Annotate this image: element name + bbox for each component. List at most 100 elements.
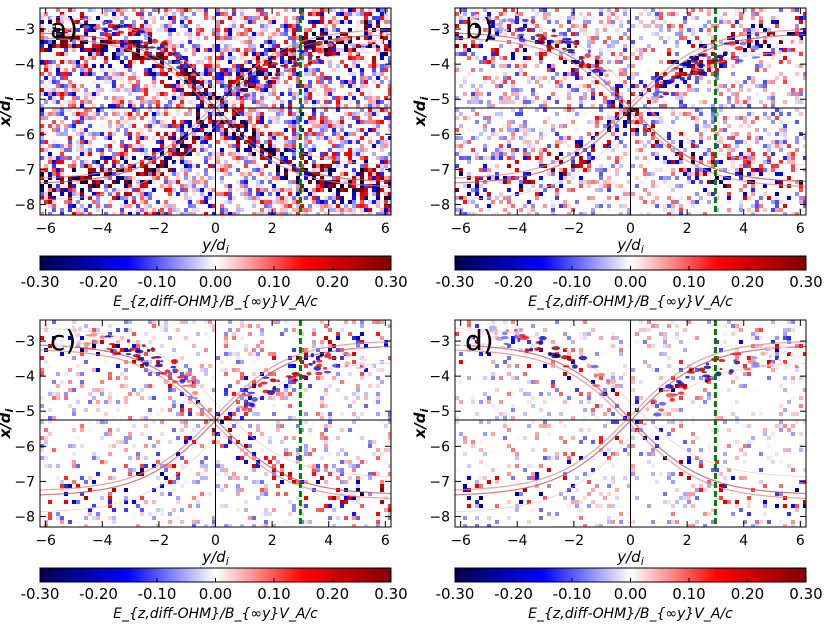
- field-patch: [567, 358, 576, 362]
- field-patch: [733, 359, 738, 362]
- field-map: [455, 8, 806, 215]
- y-tick-label: −4: [429, 369, 450, 385]
- field-patch: [645, 406, 650, 412]
- field-patch: [75, 342, 83, 346]
- field-patch: [179, 378, 186, 383]
- field-patch: [785, 363, 792, 368]
- colorbar-tick-label: 0.20: [731, 273, 764, 291]
- field-patch: [360, 46, 366, 49]
- field-patch: [793, 353, 798, 359]
- field-patch: [752, 361, 760, 366]
- field-patch: [780, 344, 787, 350]
- x-tick-label: −4: [507, 533, 528, 549]
- field-patch: [118, 24, 125, 29]
- colorbar-tick-label: 0.30: [789, 585, 822, 603]
- colorbar-tick-label: -0.30: [436, 585, 475, 603]
- y-tick-label: −8: [429, 197, 450, 213]
- y-tick-label: −8: [14, 197, 35, 213]
- x-tick-label: 0: [211, 533, 220, 549]
- field-patch: [307, 61, 312, 66]
- field-patch: [769, 34, 774, 38]
- field-patch: [729, 352, 739, 355]
- field-patch: [494, 335, 499, 339]
- field-patch: [547, 351, 553, 357]
- field-patch: [560, 355, 570, 360]
- field-patch: [512, 335, 519, 339]
- field-patch: [470, 19, 479, 24]
- field-patch: [285, 375, 292, 378]
- field-patch: [326, 42, 334, 48]
- x-tick-label: 6: [796, 221, 805, 237]
- field-patch: [792, 41, 799, 46]
- field-patch: [574, 45, 578, 49]
- field-patch: [90, 332, 98, 337]
- field-patch: [48, 27, 54, 33]
- field-patch: [136, 30, 146, 34]
- field-patch: [239, 90, 244, 94]
- field-patch: [129, 347, 139, 351]
- field-patch: [158, 372, 168, 375]
- field-patch: [661, 389, 671, 392]
- field-patch: [145, 47, 149, 51]
- field-patch: [260, 381, 268, 385]
- field-patch: [739, 41, 747, 46]
- field-patch: [551, 346, 561, 351]
- colorbar-label: E_{z,diff-OHM}/B_{∞y}V_A/c: [528, 294, 733, 310]
- x-tick-label: −2: [564, 533, 585, 549]
- y-tick-label: −4: [429, 57, 450, 73]
- field-patch: [243, 83, 248, 87]
- field-patch: [142, 362, 148, 365]
- field-patch: [151, 38, 159, 44]
- field-patch: [342, 37, 351, 41]
- field-patch: [312, 360, 316, 365]
- field-patch: [463, 16, 468, 20]
- colorbar-tick-label: 0.00: [614, 585, 647, 603]
- colorbar-tick-label: 0.00: [199, 273, 232, 291]
- field-patch: [529, 347, 534, 352]
- field-patch: [377, 360, 386, 363]
- colorbar-tick-label: -0.30: [21, 273, 60, 291]
- field-patch: [102, 20, 106, 26]
- field-patch: [781, 350, 789, 354]
- field-patch: [317, 355, 323, 358]
- colorbar-tick-label: -0.10: [553, 273, 592, 291]
- field-patch: [578, 355, 588, 361]
- field-patch: [134, 349, 144, 354]
- colorbar-tick-label: 0.10: [672, 273, 705, 291]
- field-patch: [87, 347, 96, 350]
- field-patch: [253, 383, 257, 387]
- field-patch: [317, 59, 323, 64]
- panel-label: c): [50, 324, 76, 357]
- colorbar-tick-label: 0.20: [316, 585, 349, 603]
- field-patch: [101, 27, 108, 32]
- y-tick-label: −8: [429, 509, 450, 525]
- x-tick-label: −4: [92, 533, 113, 549]
- field-patch: [691, 71, 700, 76]
- field-patch: [793, 360, 802, 366]
- panel-label: d): [465, 324, 494, 357]
- field-patch: [535, 33, 544, 38]
- field-patch: [736, 59, 744, 63]
- field-patch: [797, 364, 801, 367]
- field-patch: [518, 37, 526, 43]
- x-tick-label: 6: [381, 533, 390, 549]
- colorbar-tick-label: 0.20: [731, 585, 764, 603]
- field-patch: [517, 27, 526, 32]
- field-patch: [675, 383, 684, 388]
- colorbar-label: E_{z,diff-OHM}/B_{∞y}V_A/c: [113, 294, 318, 310]
- field-patch: [518, 333, 526, 338]
- field-patch: [600, 392, 609, 396]
- field-patch: [777, 49, 783, 55]
- field-patch: [177, 375, 186, 379]
- x-tick-label: 4: [324, 533, 333, 549]
- x-axis-label: y/di: [616, 236, 644, 256]
- field-patch: [258, 69, 266, 73]
- colorbar-tick-label: 0.10: [257, 585, 290, 603]
- y-axis-label: x/di: [411, 408, 431, 439]
- field-patch: [696, 63, 706, 68]
- panel-label: b): [465, 12, 494, 45]
- field-patch: [267, 390, 276, 396]
- field-patch: [230, 88, 238, 93]
- field-patch: [60, 337, 65, 342]
- field-patch: [607, 80, 611, 86]
